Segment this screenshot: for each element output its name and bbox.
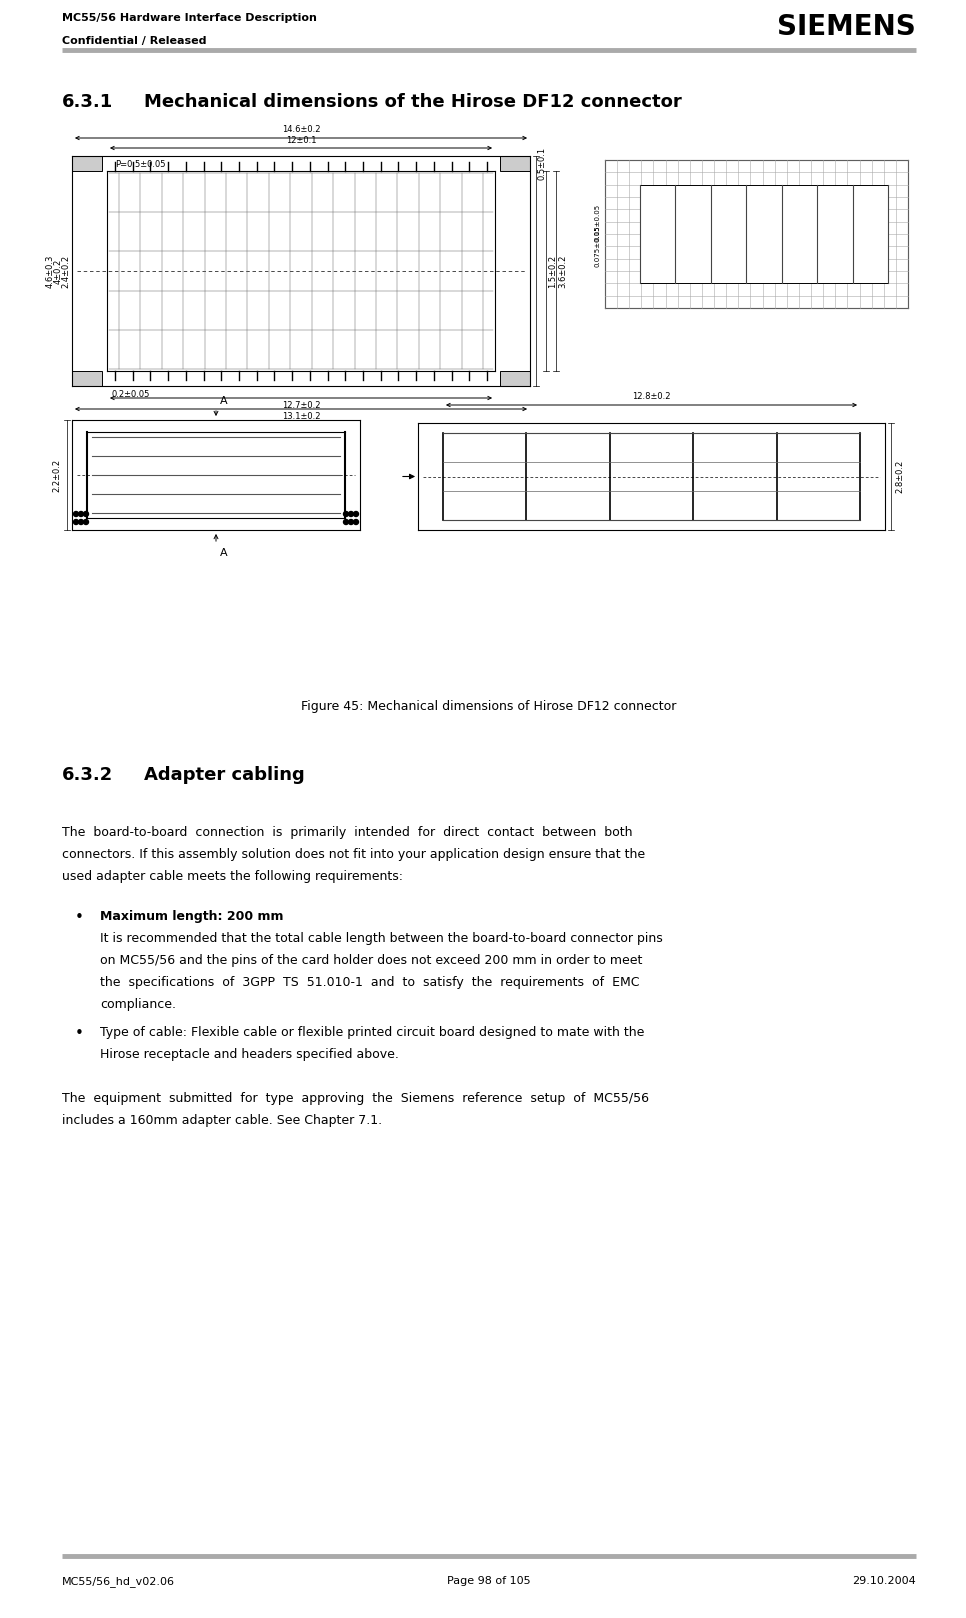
Text: 0.15±0.05: 0.15±0.05 bbox=[595, 204, 601, 241]
Text: compliance.: compliance. bbox=[100, 998, 176, 1011]
Circle shape bbox=[78, 511, 83, 516]
Circle shape bbox=[73, 519, 78, 524]
Circle shape bbox=[83, 519, 89, 524]
Text: 4±0.2: 4±0.2 bbox=[53, 259, 63, 283]
Text: 12.8±0.2: 12.8±0.2 bbox=[633, 392, 670, 401]
Circle shape bbox=[354, 519, 358, 524]
Text: The  equipment  submitted  for  type  approving  the  Siemens  reference  setup : The equipment submitted for type approvi… bbox=[62, 1092, 649, 1105]
Text: includes a 160mm adapter cable. See Chapter 7.1.: includes a 160mm adapter cable. See Chap… bbox=[62, 1115, 383, 1128]
Text: 6.3.2: 6.3.2 bbox=[62, 765, 113, 785]
Text: 0.5±0.1: 0.5±0.1 bbox=[538, 147, 547, 180]
Bar bbox=[500, 371, 530, 387]
Text: The  board-to-board  connection  is  primarily  intended  for  direct  contact  : The board-to-board connection is primari… bbox=[62, 827, 633, 840]
Circle shape bbox=[73, 511, 78, 516]
Bar bbox=[72, 155, 102, 172]
Text: A: A bbox=[220, 549, 228, 558]
Text: Mechanical dimensions of the Hirose DF12 connector: Mechanical dimensions of the Hirose DF12… bbox=[144, 92, 682, 112]
Text: MC55/56 Hardware Interface Description: MC55/56 Hardware Interface Description bbox=[62, 13, 317, 23]
Text: Confidential / Released: Confidential / Released bbox=[62, 36, 207, 45]
Circle shape bbox=[83, 511, 89, 516]
Text: used adapter cable meets the following requirements:: used adapter cable meets the following r… bbox=[62, 870, 403, 883]
Bar bbox=[640, 184, 888, 283]
Text: 2.8±0.2: 2.8±0.2 bbox=[895, 460, 904, 493]
Text: 1.5±0.2: 1.5±0.2 bbox=[548, 254, 557, 288]
Text: 12±0.1: 12±0.1 bbox=[286, 136, 316, 146]
Text: 4.6±0.3: 4.6±0.3 bbox=[45, 254, 54, 288]
Text: 2.4±0.2: 2.4±0.2 bbox=[62, 254, 71, 288]
Circle shape bbox=[78, 519, 83, 524]
Text: connectors. If this assembly solution does not fit into your application design : connectors. If this assembly solution do… bbox=[62, 848, 645, 861]
Text: 3.6±0.2: 3.6±0.2 bbox=[558, 254, 567, 288]
Text: Type of cable: Flexible cable or flexible printed circuit board designed to mate: Type of cable: Flexible cable or flexibl… bbox=[100, 1026, 644, 1039]
Circle shape bbox=[354, 511, 358, 516]
Text: on MC55/56 and the pins of the card holder does not exceed 200 mm in order to me: on MC55/56 and the pins of the card hold… bbox=[100, 955, 642, 968]
Text: 14.6±0.2: 14.6±0.2 bbox=[282, 125, 321, 134]
Text: Hirose receptacle and headers specified above.: Hirose receptacle and headers specified … bbox=[100, 1048, 399, 1061]
Text: Figure 45: Mechanical dimensions of Hirose DF12 connector: Figure 45: Mechanical dimensions of Hiro… bbox=[301, 701, 677, 714]
Text: SIEMENS: SIEMENS bbox=[778, 13, 916, 40]
Text: •: • bbox=[75, 909, 84, 925]
Text: 0.2±0.05: 0.2±0.05 bbox=[112, 390, 151, 400]
Circle shape bbox=[344, 519, 349, 524]
Text: P=0.5±0.05: P=0.5±0.05 bbox=[115, 160, 165, 168]
Circle shape bbox=[349, 511, 354, 516]
Text: A: A bbox=[220, 396, 228, 406]
Text: 29.10.2004: 29.10.2004 bbox=[852, 1576, 916, 1586]
Text: MC55/56_hd_v02.06: MC55/56_hd_v02.06 bbox=[62, 1576, 175, 1587]
Text: 6.3.1: 6.3.1 bbox=[62, 92, 113, 112]
Text: 2.2±0.2: 2.2±0.2 bbox=[52, 458, 62, 492]
Text: 13.1±0.2: 13.1±0.2 bbox=[282, 413, 321, 421]
Text: the  specifications  of  3GPP  TS  51.010-1  and  to  satisfy  the  requirements: the specifications of 3GPP TS 51.010-1 a… bbox=[100, 976, 639, 989]
Text: •: • bbox=[75, 1026, 84, 1040]
Text: Adapter cabling: Adapter cabling bbox=[144, 765, 304, 785]
Text: It is recommended that the total cable length between the board-to-board connect: It is recommended that the total cable l… bbox=[100, 932, 663, 945]
Text: 12.7±0.2: 12.7±0.2 bbox=[282, 401, 321, 409]
Text: Page 98 of 105: Page 98 of 105 bbox=[447, 1576, 530, 1586]
Text: 0.075±0.05: 0.075±0.05 bbox=[595, 225, 601, 267]
Bar bbox=[500, 155, 530, 172]
Circle shape bbox=[349, 519, 354, 524]
Bar bbox=[72, 371, 102, 387]
Circle shape bbox=[344, 511, 349, 516]
Text: Maximum length: 200 mm: Maximum length: 200 mm bbox=[100, 909, 283, 922]
